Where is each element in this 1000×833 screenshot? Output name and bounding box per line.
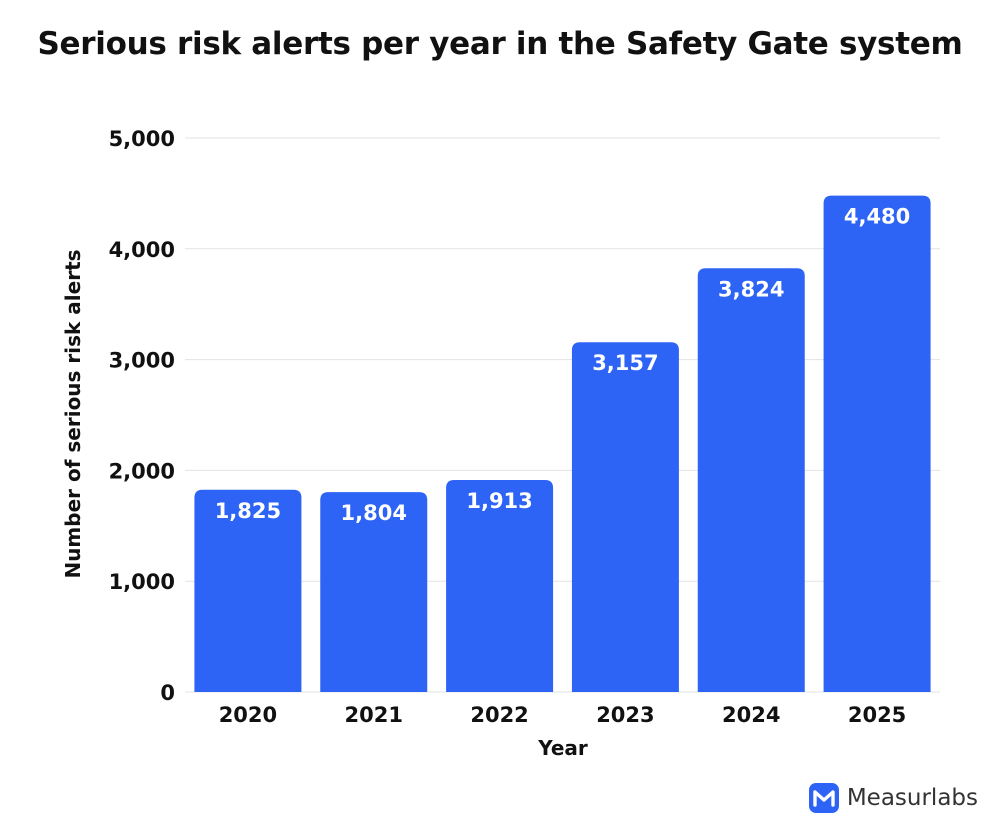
measurlabs-logo-icon	[808, 783, 839, 813]
y-tick-label: 4,000	[109, 238, 175, 262]
y-tick-label: 0	[160, 681, 175, 705]
data-label: 1,913	[466, 489, 532, 513]
y-axis-ticks: 0 1,000 2,000 3,000 4,000 5,000	[109, 127, 175, 705]
bar-2020	[194, 489, 302, 692]
data-label: 1,804	[341, 501, 407, 525]
gridlines	[185, 137, 940, 693]
data-label: 1,825	[215, 499, 281, 523]
bar-2025	[823, 195, 931, 692]
x-tick-label: 2025	[848, 703, 906, 727]
y-tick-label: 3,000	[109, 349, 175, 373]
bar-2024	[697, 268, 805, 692]
data-label: 4,480	[844, 205, 910, 229]
y-axis-label: Number of serious risk alerts	[61, 249, 85, 578]
bar-2021	[320, 492, 428, 692]
x-axis-ticks: 2020 2021 2022 2023 2024 2025	[219, 703, 907, 727]
y-tick-label: 5,000	[109, 127, 175, 151]
data-label: 3,824	[718, 277, 784, 301]
x-tick-label: 2020	[219, 703, 277, 727]
y-tick-label: 2,000	[109, 459, 175, 483]
x-tick-label: 2021	[345, 703, 403, 727]
x-tick-label: 2022	[470, 703, 528, 727]
x-tick-label: 2023	[596, 703, 654, 727]
bars	[194, 195, 931, 692]
data-labels: 1,825 1,804 1,913 3,157 3,824 4,480	[215, 205, 911, 526]
brand-watermark: Measurlabs	[808, 783, 978, 813]
chart-title: Serious risk alerts per year in the Safe…	[37, 26, 963, 62]
x-tick-label: 2024	[722, 703, 780, 727]
x-axis-label: Year	[537, 736, 588, 760]
brand-name: Measurlabs	[846, 785, 978, 811]
bar-2022	[446, 480, 554, 692]
y-tick-label: 1,000	[109, 570, 175, 594]
data-label: 3,157	[592, 351, 658, 375]
bar-2023	[571, 342, 679, 692]
